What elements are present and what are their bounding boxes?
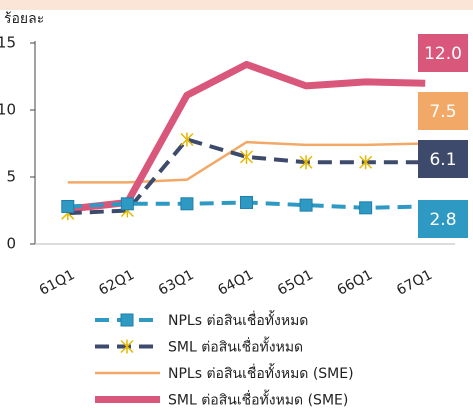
marker — [359, 155, 373, 170]
series-line — [67, 140, 426, 184]
y-tick-label: 0 — [6, 235, 16, 253]
marker — [120, 197, 134, 211]
y-tick-label: 5 — [6, 168, 16, 186]
x-tick-label: 61Q1 — [37, 267, 78, 299]
value-label: 2.8 — [429, 210, 456, 230]
y-tick-label: 10 — [0, 101, 16, 119]
x-tick-label: 67Q1 — [394, 267, 435, 299]
marker — [239, 149, 254, 164]
value-label: 12.0 — [424, 44, 462, 64]
value-label: 6.1 — [429, 150, 456, 170]
y-axis-label: ร้อยละ — [4, 11, 44, 27]
x-tick-label: 65Q1 — [275, 267, 316, 299]
x-tick-label: 64Q1 — [215, 267, 256, 299]
legend-marker — [120, 339, 134, 354]
value-label-box — [418, 200, 468, 238]
legend-marker — [120, 313, 134, 327]
legend-label: SML ต่อสินเชื่อทั้งหมด — [168, 337, 303, 356]
top-band — [0, 0, 473, 10]
value-label: 7.5 — [429, 102, 456, 122]
marker — [299, 155, 313, 170]
value-label-box — [418, 34, 468, 72]
value-label-box — [418, 140, 468, 178]
y-tick-label: 15 — [0, 34, 16, 52]
x-tick-label: 62Q1 — [96, 267, 137, 299]
marker — [359, 201, 373, 215]
series-line — [67, 60, 426, 213]
marker — [61, 199, 75, 213]
marker — [240, 195, 253, 209]
marker — [180, 197, 194, 211]
legend-label: NPLs ต่อสินเชื่อทั้งหมด — [168, 310, 308, 329]
marker — [180, 132, 194, 147]
marker — [299, 198, 313, 212]
legend-label: NPLs ต่อสินเชื่อทั้งหมด (SME) — [168, 363, 354, 382]
legend-label: SML ต่อสินเชื่อทั้งหมด (SME) — [168, 390, 348, 409]
x-tick-label: 66Q1 — [335, 267, 376, 299]
x-tick-label: 63Q1 — [156, 267, 197, 299]
value-label-box — [418, 92, 468, 130]
